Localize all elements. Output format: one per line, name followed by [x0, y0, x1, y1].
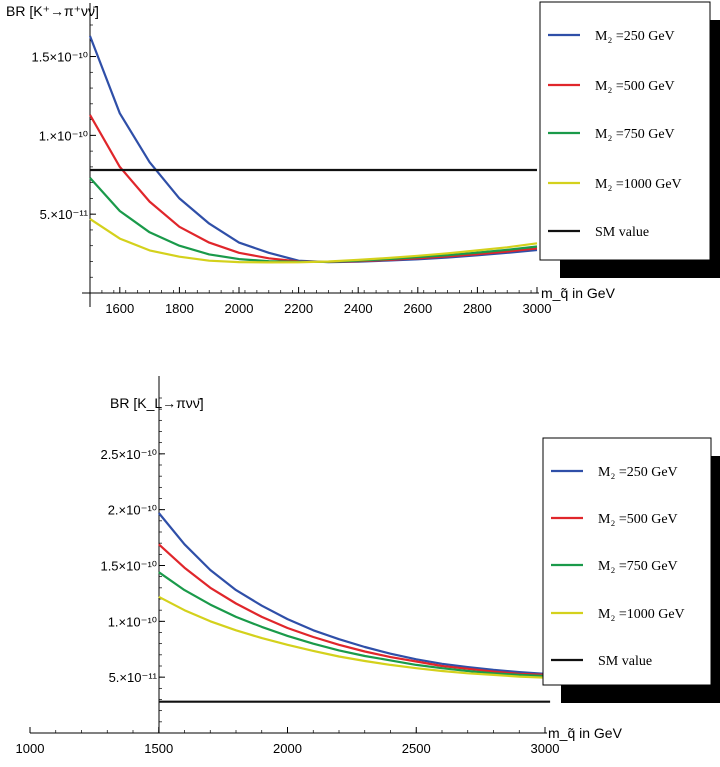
- series-line-3: [89, 177, 538, 263]
- series-line-1: [157, 512, 546, 675]
- legend-label: M₂ =1000 GeV: [598, 607, 685, 622]
- series-line-3: [158, 571, 546, 678]
- y-axis-label: BR [K_L→πνν̄]: [110, 395, 204, 411]
- x-tick-label: 3000: [531, 741, 560, 756]
- x-tick-label: 1500: [144, 741, 173, 756]
- legend-label: M₂ =750 GeV: [598, 559, 678, 574]
- y-tick-label: 5.×10⁻¹¹: [40, 207, 89, 222]
- x-tick-label: 2500: [402, 741, 431, 756]
- x-tick-label: 3000: [523, 301, 552, 316]
- y-tick-label: 1.5×10⁻¹⁰: [100, 559, 157, 574]
- x-tick-label: 2000: [273, 741, 302, 756]
- legend-label: M₂ =750 GeV: [595, 127, 675, 142]
- y-tick-label: 1.×10⁻¹⁰: [108, 614, 157, 629]
- legend-label: M₂ =250 GeV: [595, 29, 675, 44]
- x-axis-label: m_q̃ in GeV: [548, 725, 623, 741]
- x-tick-label: 2800: [463, 301, 492, 316]
- y-tick-label: 1.5×10⁻¹⁰: [31, 50, 88, 65]
- legend-label: M₂ =500 GeV: [598, 512, 678, 527]
- x-tick-label: 1000: [16, 741, 45, 756]
- series-line-4: [89, 217, 538, 264]
- series-line-4: [158, 595, 546, 679]
- y-axis-label: BR [K⁺→π⁺νν̄]: [6, 3, 99, 19]
- legend-label: M₂ =250 GeV: [598, 465, 678, 480]
- x-axis-label: m_q̃ in GeV: [541, 285, 616, 301]
- x-tick-label: 2200: [284, 301, 313, 316]
- y-tick-label: 2.5×10⁻¹⁰: [100, 447, 157, 462]
- legend-label: SM value: [595, 225, 649, 240]
- series-line-2: [158, 543, 546, 676]
- x-tick-label: 1800: [165, 301, 194, 316]
- y-tick-label: 5.×10⁻¹¹: [109, 670, 158, 685]
- series-line-2: [89, 114, 538, 263]
- x-tick-label: 2000: [225, 301, 254, 316]
- chart-1: 1600 1800 2000 2200 2400 2600 2800 3000 5.×10⁻¹¹…: [6, 1, 720, 316]
- x-tick-label: 2600: [403, 301, 432, 316]
- y-tick-label: 2.×10⁻¹⁰: [108, 503, 157, 518]
- legend-label: M₂ =500 GeV: [595, 79, 675, 94]
- legend-label: SM value: [598, 654, 652, 669]
- series-line-1: [88, 35, 538, 264]
- x-tick-label: 1600: [105, 301, 134, 316]
- legend-box: [542, 437, 712, 686]
- y-tick-label: 1.×10⁻¹⁰: [39, 128, 88, 143]
- legend-box: [539, 1, 711, 261]
- chart-2: 1000 1500 2000 2500 3000 5.×10⁻¹¹ 1.×10⁻¹⁰ 1.5×…: [16, 376, 720, 756]
- x-tick-label: 2400: [344, 301, 373, 316]
- legend-label: M₂ =1000 GeV: [595, 177, 682, 192]
